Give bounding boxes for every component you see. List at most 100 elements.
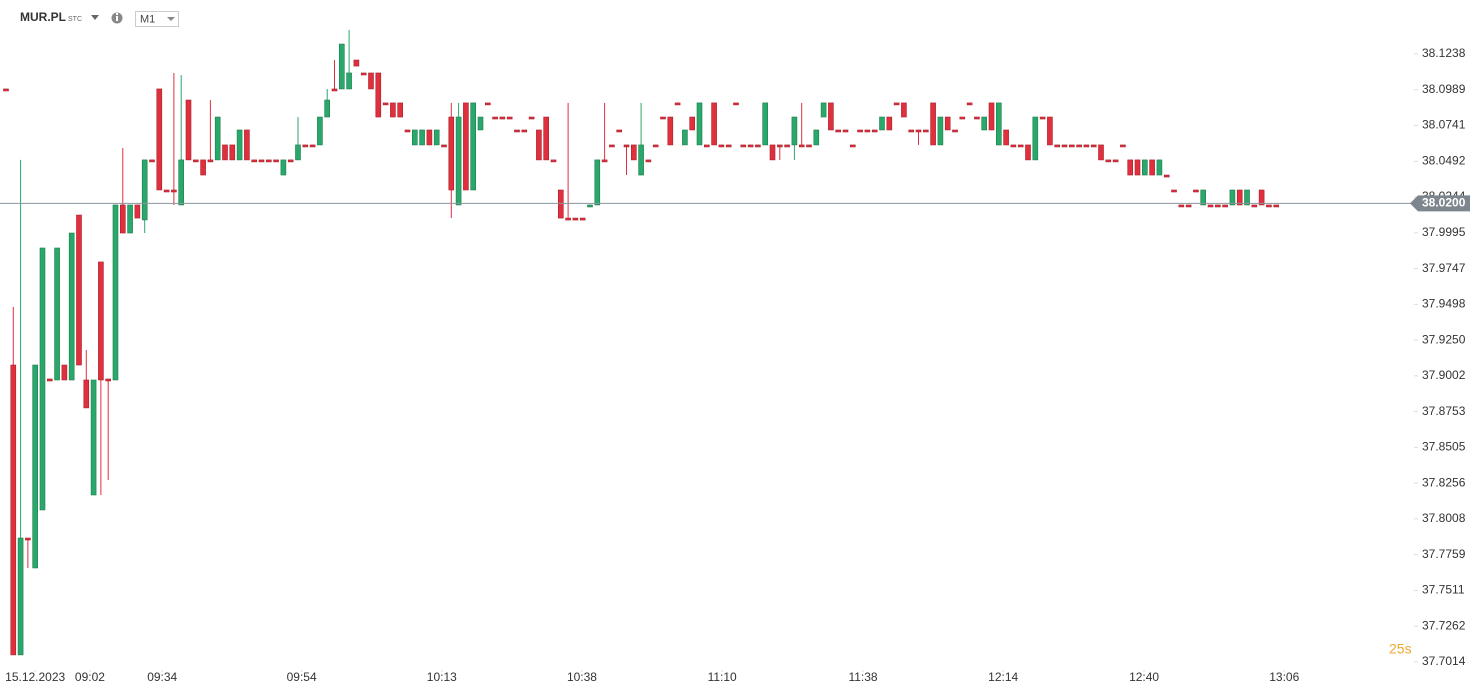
candle-body xyxy=(1047,116,1053,146)
candle-body xyxy=(996,102,1002,146)
candle-body xyxy=(214,116,221,161)
candle-body xyxy=(623,144,630,148)
symbol[interactable]: MUR.PL xyxy=(20,10,66,24)
candle-body xyxy=(433,129,440,146)
candle-body xyxy=(3,88,9,92)
candle-body xyxy=(1258,189,1265,206)
candle-body xyxy=(32,364,38,569)
candle-body xyxy=(1032,116,1039,161)
candle-body xyxy=(923,129,929,133)
candle-body xyxy=(353,59,360,67)
candle-body xyxy=(952,129,958,133)
candle-body xyxy=(704,144,710,148)
candle-body xyxy=(1003,129,1009,146)
candle-body xyxy=(309,144,316,148)
candle-body xyxy=(557,189,564,219)
candle-body xyxy=(470,102,476,191)
candle-body xyxy=(448,116,455,191)
candle-body xyxy=(696,102,703,146)
candle-body xyxy=(295,144,301,161)
candle-body xyxy=(229,144,236,161)
candle-body xyxy=(587,204,593,208)
candle-body xyxy=(1025,144,1031,161)
candle-body xyxy=(1171,189,1177,193)
candle-body xyxy=(1098,144,1104,161)
last-price-tag xyxy=(1410,195,1470,212)
timeframe-box[interactable] xyxy=(135,11,179,27)
candle-body xyxy=(273,159,279,163)
candle-body xyxy=(1200,189,1207,206)
info-icon-glyph xyxy=(116,13,118,15)
candle-body xyxy=(280,159,287,176)
x-tick-label: 12:14 xyxy=(988,670,1018,684)
candle-body xyxy=(1222,204,1228,208)
candle-body xyxy=(711,102,717,146)
candle-body xyxy=(1149,159,1155,176)
y-tick-label: 37.9250 xyxy=(1422,332,1466,346)
candle-body xyxy=(506,116,513,120)
candle-body xyxy=(156,88,163,191)
candle-body xyxy=(674,102,681,106)
candle-body xyxy=(886,116,893,131)
candle-body xyxy=(601,159,608,163)
candle-body xyxy=(1061,144,1068,148)
candle-body xyxy=(1127,159,1134,176)
candle-body xyxy=(17,537,24,656)
y-tick-label: 38.0492 xyxy=(1422,154,1466,168)
symbol-dropdown[interactable] xyxy=(91,15,99,20)
candle-body xyxy=(521,129,528,133)
candle-body xyxy=(631,144,637,161)
candle-body xyxy=(1236,189,1243,206)
candle-body xyxy=(1215,204,1221,208)
candle-body xyxy=(689,116,696,131)
candle-body xyxy=(324,99,330,118)
x-tick-label: 09:54 xyxy=(287,670,317,684)
candle-body xyxy=(61,364,68,381)
candle-body xyxy=(565,217,571,221)
y-tick-label: 37.9995 xyxy=(1422,225,1466,239)
candle-body xyxy=(930,102,936,146)
candle-body xyxy=(893,102,900,106)
candle-body xyxy=(178,159,184,206)
candle-body xyxy=(163,189,170,193)
candle-body xyxy=(302,144,309,148)
candle-body xyxy=(98,261,104,381)
countdown: 25s xyxy=(1389,641,1412,657)
candle-body xyxy=(652,144,659,148)
candle-body xyxy=(594,159,601,206)
candle-body xyxy=(733,102,739,106)
candle-body xyxy=(127,204,133,234)
y-tick-label: 37.8256 xyxy=(1422,475,1466,489)
y-tick-label: 37.8753 xyxy=(1422,404,1466,418)
candle-body xyxy=(1090,144,1097,148)
candle-body xyxy=(105,378,111,382)
timeframe-dropdown xyxy=(167,17,175,21)
candle-body xyxy=(492,116,498,120)
candle-body xyxy=(419,129,425,146)
x-tick-label: 10:13 xyxy=(427,670,457,684)
candle-body xyxy=(1142,159,1148,176)
x-tick-label: 11:10 xyxy=(708,670,737,684)
candle-body xyxy=(842,129,849,133)
candle-body xyxy=(390,102,396,118)
candle-body xyxy=(141,159,148,221)
x-tick-label: 09:34 xyxy=(147,670,177,684)
y-tick-label: 37.7759 xyxy=(1422,547,1466,561)
candle-body xyxy=(864,129,871,133)
candle-body xyxy=(609,144,615,148)
x-tick-label: 13:06 xyxy=(1269,670,1299,684)
candle-body xyxy=(317,116,323,146)
candle-body xyxy=(1156,159,1163,176)
y-tick-label: 38.1238 xyxy=(1422,46,1466,60)
candle-body xyxy=(1207,204,1214,208)
candle-body xyxy=(966,102,973,106)
candle-body xyxy=(915,129,922,133)
candle-body xyxy=(375,72,382,118)
candle-body xyxy=(207,159,214,163)
candle-body xyxy=(1069,144,1075,148)
x-tick-label: 09:02 xyxy=(75,670,105,684)
y-tick-label: 37.7262 xyxy=(1422,618,1466,632)
candle-body xyxy=(806,144,812,148)
candle-body xyxy=(25,537,31,541)
